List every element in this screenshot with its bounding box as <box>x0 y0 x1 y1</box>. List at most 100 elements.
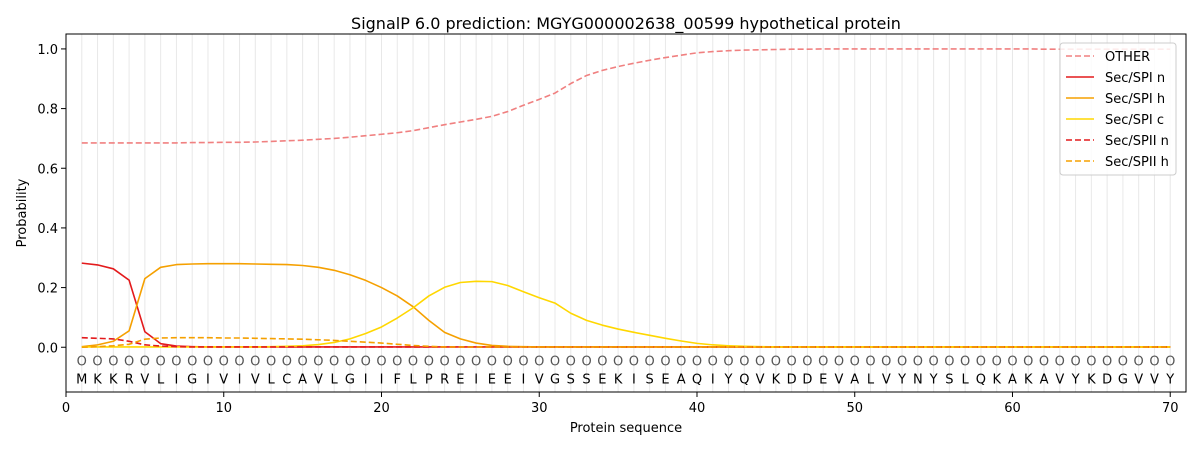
position-marker: O <box>487 355 497 370</box>
sequence-letter: D <box>1102 373 1112 388</box>
sequence-letter: K <box>772 373 781 388</box>
series-line <box>81 48 1171 144</box>
sequence-letter: I <box>238 373 242 388</box>
sequence-letter: L <box>331 373 339 388</box>
position-marker: O <box>660 355 670 370</box>
sequence-letter: V <box>314 373 323 388</box>
sequence-letter: I <box>711 373 715 388</box>
y-axis-title: Probability <box>15 178 30 247</box>
position-marker: O <box>676 355 686 370</box>
position-marker: O <box>550 355 560 370</box>
position-marker: O <box>455 355 465 370</box>
x-axis-title: Protein sequence <box>570 421 682 436</box>
sequence-letter: E <box>661 373 669 388</box>
position-marker: O <box>723 355 733 370</box>
y-tick-label: 0.8 <box>37 103 58 118</box>
sequence-letter: I <box>380 373 384 388</box>
sequence-letter: Q <box>976 373 986 388</box>
y-tick-label: 0.2 <box>37 282 58 297</box>
position-marker: O <box>424 355 434 370</box>
sequence-letter: Y <box>1071 373 1080 388</box>
position-marker: O <box>471 355 481 370</box>
position-marker: O <box>897 355 907 370</box>
x-axis-ticks: 0 10 20 30 40 50 60 70 <box>62 392 1178 416</box>
sequence-letter: V <box>140 373 149 388</box>
position-marker: O <box>282 355 292 370</box>
sequence-letter: G <box>187 373 197 388</box>
sequence-letter: S <box>567 373 575 388</box>
sequence-letter: V <box>1150 373 1159 388</box>
position-marker: O <box>1134 355 1144 370</box>
position-marker: O <box>92 355 102 370</box>
legend-label: Sec/SPII n <box>1105 134 1169 149</box>
position-marker: O <box>1023 355 1033 370</box>
position-marker: O <box>219 355 229 370</box>
sequence-letter: L <box>409 373 417 388</box>
position-marker: O <box>708 355 718 370</box>
sequence-letter: Q <box>739 373 749 388</box>
position-marker: O <box>802 355 812 370</box>
sequence-letter: V <box>882 373 891 388</box>
sequence-letter: E <box>456 373 464 388</box>
position-marker: O <box>108 355 118 370</box>
sequence-letter: I <box>175 373 179 388</box>
sequence-letter: K <box>1087 373 1096 388</box>
position-marker: O <box>534 355 544 370</box>
sequence-letter: A <box>298 373 307 388</box>
position-marker: O <box>645 355 655 370</box>
sequence-letter: L <box>867 373 875 388</box>
position-marker: O <box>503 355 513 370</box>
legend-box <box>1059 42 1177 176</box>
sequence-letter: I <box>522 373 526 388</box>
sequence-letter: K <box>109 373 118 388</box>
x-tick-label: 10 <box>215 401 232 416</box>
position-marker: O <box>1102 355 1112 370</box>
position-marker: O <box>834 355 844 370</box>
sequence-letter: I <box>474 373 478 388</box>
legend-label: Sec/SPII h <box>1105 155 1169 170</box>
legend-label: Sec/SPI n <box>1105 71 1165 86</box>
y-tick-label: 0.0 <box>37 341 58 356</box>
position-marker: O <box>1086 355 1096 370</box>
position-marker: O <box>329 355 339 370</box>
position-marker: O <box>692 355 702 370</box>
position-marker: O <box>613 355 623 370</box>
sequence-letter: C <box>282 373 291 388</box>
sequence-letter: A <box>1008 373 1017 388</box>
sequence-letter: A <box>1040 373 1049 388</box>
position-marker: O <box>171 355 181 370</box>
legend: OTHER Sec/SPI n Sec/SPI h Sec/SPI c Sec/SPII… <box>1059 42 1177 176</box>
x-tick-label: 0 <box>62 401 70 416</box>
sequence-letter: V <box>219 373 228 388</box>
position-marker: O <box>156 355 166 370</box>
sequence-letter: V <box>535 373 544 388</box>
sequence-letter: A <box>850 373 859 388</box>
position-marker: O <box>976 355 986 370</box>
position-marker: O <box>787 355 797 370</box>
position-marker: O <box>392 355 402 370</box>
sequence-letter: I <box>632 373 636 388</box>
position-marker: O <box>913 355 923 370</box>
position-marker: O <box>928 355 938 370</box>
sequence-letter: D <box>802 373 812 388</box>
sequence-letter: D <box>787 373 797 388</box>
legend-label: Sec/SPI h <box>1105 92 1165 107</box>
x-tick-label: 40 <box>689 401 706 416</box>
position-marker: O <box>755 355 765 370</box>
sequence-letter: S <box>582 373 590 388</box>
legend-label: OTHER <box>1105 50 1150 65</box>
series-lines <box>81 48 1171 349</box>
position-marker: O <box>234 355 244 370</box>
y-tick-label: 1.0 <box>37 43 58 58</box>
sequence-letter: M <box>76 373 87 388</box>
x-tick-label: 50 <box>846 401 863 416</box>
position-marker: O <box>629 355 639 370</box>
sequence-letter: G <box>345 373 355 388</box>
y-tick-label: 0.6 <box>37 162 58 177</box>
sequence-letter: E <box>819 373 827 388</box>
sequence-letter: R <box>440 373 449 388</box>
y-axis-ticks: 0.0 0.2 0.4 0.6 0.8 1.0 <box>37 43 66 356</box>
sequence-letter: I <box>206 373 210 388</box>
